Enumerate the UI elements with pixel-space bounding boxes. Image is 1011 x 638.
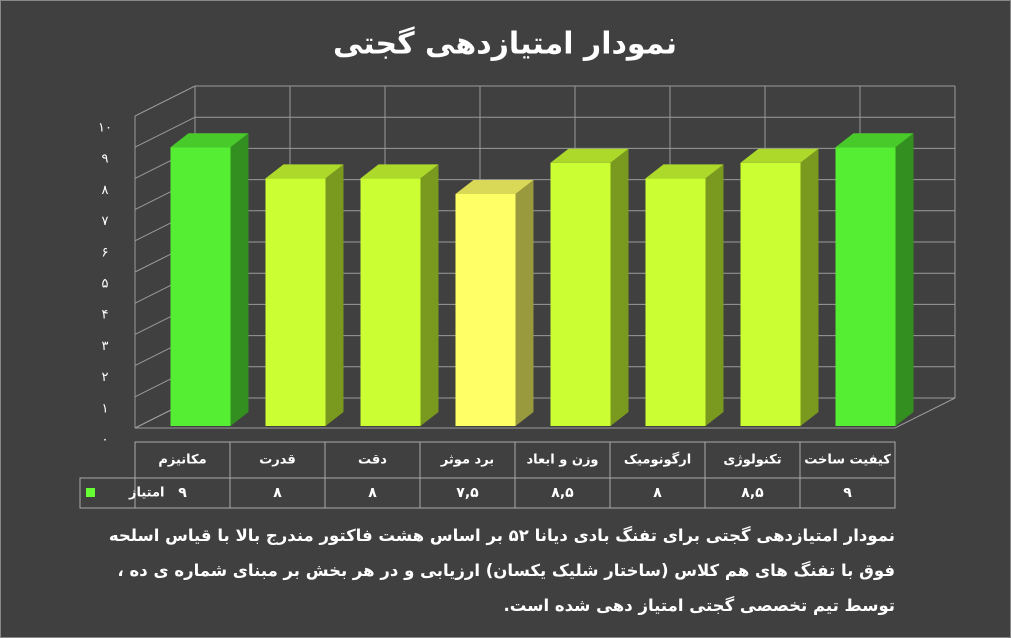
chart-title: نمودار امتیازدهی گجتی <box>333 26 677 62</box>
bar-side <box>325 164 344 426</box>
bar-side <box>610 148 629 427</box>
y-tick-label: ۸ <box>102 183 109 198</box>
x-tick-label: وزن و ابعاد <box>526 453 598 468</box>
x-tick-label: قدرت <box>259 453 296 468</box>
y-tick-label: ۳ <box>102 339 109 354</box>
bar-top <box>170 133 249 148</box>
bar-top <box>645 164 724 179</box>
bar <box>740 162 801 427</box>
caption: نمودار امتیازدهی گجتی برای تفنگ بادی دیا… <box>108 526 895 615</box>
bar-top <box>835 133 914 148</box>
value-label: ۸,۵ <box>551 485 574 501</box>
bar <box>455 194 516 426</box>
x-tick-label: ارگونومیک <box>624 452 691 468</box>
x-tick-label: برد موثر <box>440 453 494 468</box>
bar <box>835 147 896 426</box>
x-tick-label: مکانیزم <box>158 453 206 468</box>
bar <box>265 178 326 426</box>
value-label: ۸ <box>273 485 282 501</box>
table-cell <box>79 477 896 509</box>
y-tick-label: ۲ <box>102 370 109 385</box>
x-tick-label: دقت <box>358 453 387 468</box>
legend-label: امتیاز <box>128 486 164 501</box>
value-label: ۹ <box>843 485 852 501</box>
value-label: ۸ <box>653 485 662 501</box>
bar-side <box>515 180 534 426</box>
bar-side <box>705 164 724 426</box>
bar <box>645 178 706 426</box>
grid-line <box>134 116 196 148</box>
y-tick-label: ۴ <box>102 308 109 323</box>
y-tick-label: ۶ <box>102 245 109 260</box>
bar <box>170 147 231 426</box>
y-tick-label: ۱ <box>102 401 109 416</box>
bar-top <box>265 164 344 179</box>
bar <box>550 162 611 427</box>
bar-top <box>550 148 629 163</box>
bar-side <box>895 133 914 426</box>
value-label: ۷,۵ <box>456 485 479 501</box>
bar-side <box>800 148 819 427</box>
y-tick-label: ۷ <box>102 214 109 229</box>
value-label: ۸,۵ <box>741 485 764 501</box>
bar-top <box>360 164 439 179</box>
y-tick-label: ۱۰ <box>98 121 112 136</box>
grid-line <box>134 85 196 117</box>
y-tick-label: ۰ <box>102 433 109 448</box>
floor <box>134 397 956 429</box>
value-label: ۹ <box>178 485 187 501</box>
y-tick-label: ۹ <box>102 152 109 167</box>
bar-side <box>230 133 249 426</box>
bar <box>360 178 421 426</box>
value-label: ۸ <box>368 485 377 501</box>
y-tick-label: ۵ <box>102 277 109 292</box>
x-tick-label: کیفیت ساخت <box>804 453 891 468</box>
bar-top <box>740 148 819 163</box>
x-tick-label: تکنولوژی <box>723 453 781 468</box>
legend-swatch <box>86 488 95 497</box>
bar-top <box>455 180 534 194</box>
bar-side <box>420 164 439 426</box>
